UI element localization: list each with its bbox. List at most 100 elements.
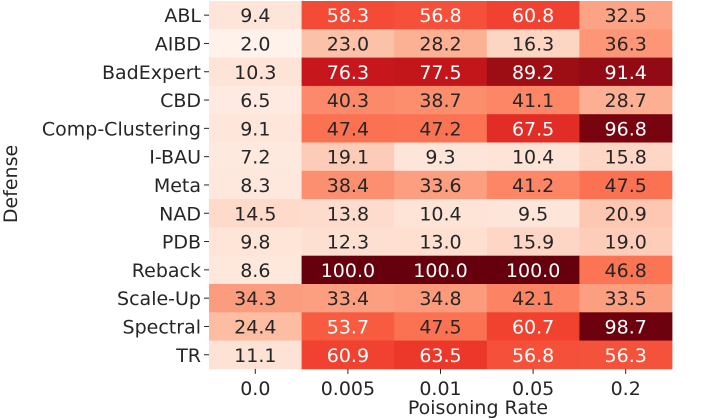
cell-value-label: 7.2: [240, 147, 270, 169]
cell-value-label: 15.9: [512, 232, 554, 254]
cell-value-label: 100.0: [413, 260, 467, 282]
heatmap-cell: [579, 1, 673, 30]
cell-value-label: 58.3: [327, 5, 369, 27]
heatmap-cell: [394, 255, 488, 285]
cell-value-label: 47.5: [419, 316, 461, 338]
heatmap-cell: [209, 312, 302, 341]
cell-value-label: 36.3: [605, 33, 647, 55]
cell-value-label: 98.7: [605, 316, 647, 338]
heatmap-cell: [394, 227, 488, 257]
x-tick-label: 0.01: [419, 378, 461, 400]
cell-value-label: 33.5: [605, 288, 647, 310]
cell-value-label: 33.6: [419, 175, 461, 197]
heatmap-cell: [394, 29, 488, 58]
heatmap-cell: [209, 255, 302, 285]
cell-value-label: 13.8: [327, 203, 369, 225]
cell-value-label: 9.1: [240, 118, 270, 140]
x-tick-label: 0.2: [611, 378, 641, 400]
heatmap-cell: [209, 199, 302, 228]
cell-value-label: 63.5: [419, 345, 461, 367]
y-tick-label: Scale-Up: [117, 288, 201, 310]
cell-value-label: 40.3: [327, 90, 369, 112]
cell-value-label: 96.8: [605, 118, 647, 140]
y-tick-label: I-BAU: [149, 147, 201, 169]
cell-value-label: 41.1: [512, 90, 554, 112]
heatmap-cell: [579, 312, 673, 341]
cell-value-label: 2.0: [240, 33, 270, 55]
y-tick-label: Reback: [132, 260, 201, 282]
y-tick-label: PDB: [162, 232, 201, 254]
cell-value-label: 47.5: [605, 175, 647, 197]
cell-value-label: 13.0: [419, 232, 461, 254]
cell-value-label: 56.8: [512, 345, 554, 367]
heatmap-cell: [486, 170, 580, 200]
cell-value-label: 19.1: [327, 147, 369, 169]
heatmap-cell: [394, 114, 488, 143]
heatmap-cell: [209, 142, 302, 172]
heatmap-cell: [486, 284, 580, 313]
heatmap-cell: [486, 340, 580, 370]
cell-value-label: 12.3: [327, 232, 369, 254]
cell-value-label: 34.3: [234, 288, 276, 310]
heatmap-cells: 9.4 58.3 56.8 60.8 32.5 2.0 23.0 28.2 16.3 36.3 10…: [209, 1, 673, 370]
heatmap-cell: [301, 284, 395, 313]
heatmap-cell: [486, 29, 580, 58]
heatmap-cell: [394, 284, 488, 313]
cell-value-label: 9.4: [240, 5, 270, 27]
cell-value-label: 76.3: [327, 62, 369, 84]
heatmap-cell: [394, 85, 488, 115]
cell-value-label: 28.7: [605, 90, 647, 112]
cell-value-label: 60.9: [327, 345, 369, 367]
cell-value-label: 89.2: [512, 62, 554, 84]
heatmap-cell: [579, 255, 673, 285]
cell-value-label: 38.4: [327, 175, 369, 197]
cell-value-label: 42.1: [512, 288, 554, 310]
heatmap-cell: [209, 340, 302, 370]
heatmap-cell: [579, 57, 673, 87]
heatmap-cell: [486, 227, 580, 257]
heatmap-cell: [579, 340, 673, 370]
cell-value-label: 16.3: [512, 33, 554, 55]
cell-value-label: 6.5: [240, 90, 270, 112]
heatmap-cell: [394, 340, 488, 370]
x-axis-title: Poisoning Rate: [408, 397, 548, 419]
y-tick-label: Spectral: [123, 316, 201, 338]
heatmap-cell: [209, 1, 302, 30]
heatmap-cell: [579, 29, 673, 58]
heatmap-cell: [301, 170, 395, 200]
cell-value-label: 9.3: [425, 147, 455, 169]
cell-value-label: 38.7: [419, 90, 461, 112]
cell-value-label: 56.3: [605, 345, 647, 367]
cell-value-label: 8.3: [240, 175, 270, 197]
x-tick-label: 0.005: [321, 378, 375, 400]
cell-value-label: 67.5: [512, 118, 554, 140]
heatmap-cell: [394, 142, 488, 172]
cell-value-label: 60.7: [512, 316, 554, 338]
heatmap-cell: [579, 142, 673, 172]
cell-value-label: 32.5: [605, 5, 647, 27]
heatmap-cell: [486, 255, 580, 285]
cell-value-label: 11.1: [234, 345, 276, 367]
cell-value-label: 100.0: [506, 260, 560, 282]
cell-value-label: 10.4: [512, 147, 554, 169]
cell-value-label: 9.8: [240, 232, 270, 254]
y-tick-label: BadExpert: [102, 62, 201, 84]
y-tick-labels: ABL AIBD BadExpert CBD Comp-Clustering I-BAU M…: [42, 5, 209, 367]
heatmap-cell: [486, 142, 580, 172]
heatmap-cell: [394, 312, 488, 341]
heatmap-cell: [579, 170, 673, 200]
heatmap-cell: [301, 255, 395, 285]
y-tick-label: Meta: [154, 175, 201, 197]
cell-value-label: 19.0: [605, 232, 647, 254]
heatmap-cell: [209, 57, 302, 87]
cell-value-label: 9.5: [518, 203, 548, 225]
heatmap-cell: [486, 114, 580, 143]
heatmap-cell: [209, 170, 302, 200]
cell-value-label: 47.4: [327, 118, 369, 140]
heatmap-cell: [209, 114, 302, 143]
heatmap-cell: [486, 199, 580, 228]
heatmap-cell: [579, 114, 673, 143]
heatmap-cell: [301, 57, 395, 87]
heatmap-cell: [579, 199, 673, 228]
